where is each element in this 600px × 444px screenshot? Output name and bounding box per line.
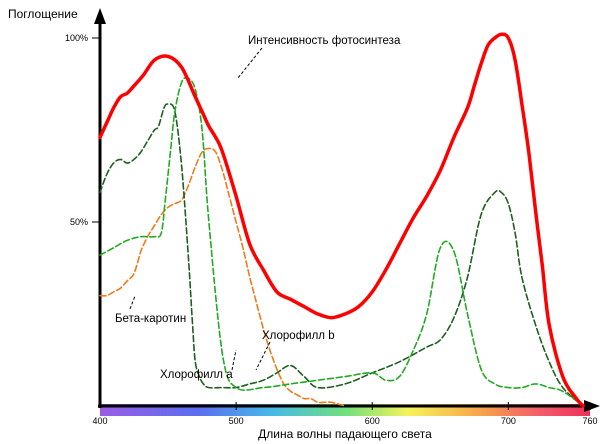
beta-carotene-leader-line: [129, 295, 136, 310]
photosynthesis-intensity-label: Интенсивность фотосинтеза: [248, 35, 401, 47]
chlorophyll-a-label: Хлорофилл a: [160, 369, 233, 381]
x-tick-label-700: 700: [501, 416, 516, 426]
chlorophyll-b-label: Хлорофилл b: [262, 330, 335, 342]
x-tick-label-760: 760: [582, 416, 597, 426]
annotation-group: Интенсивность фотосинтеза Хлорофилл b Хлор…: [115, 35, 401, 381]
x-tick-label-600: 600: [365, 416, 380, 426]
series-group: [98, 32, 585, 408]
chlorophyll-b-leader-line: [255, 341, 271, 371]
y-tick-label-50: 50%: [70, 217, 88, 227]
beta-carotene-label: Бета-каротин: [115, 313, 186, 325]
y-axis-label: Поглощение: [8, 7, 78, 21]
x-tick-label-500: 500: [229, 416, 244, 426]
photosynthesis-intensity-line: [98, 32, 585, 408]
y-tick-label-100: 100%: [65, 33, 88, 43]
axis-ticks: 400 500 600 700 760 50% 100%: [65, 33, 598, 426]
x-axis-arrow: [584, 400, 600, 412]
chlorophyll-a-line: [99, 103, 584, 407]
beta-carotene-line: [99, 147, 346, 407]
x-tick-label-400: 400: [92, 416, 107, 426]
chlorophyll-a-leader-line: [231, 349, 237, 371]
photosynthesis-intensity-leader-line: [237, 47, 263, 79]
x-axis-label: Длина волны падающего света: [258, 427, 432, 441]
y-axis-arrow: [94, 8, 106, 24]
chlorophyll-b-line: [99, 76, 584, 407]
